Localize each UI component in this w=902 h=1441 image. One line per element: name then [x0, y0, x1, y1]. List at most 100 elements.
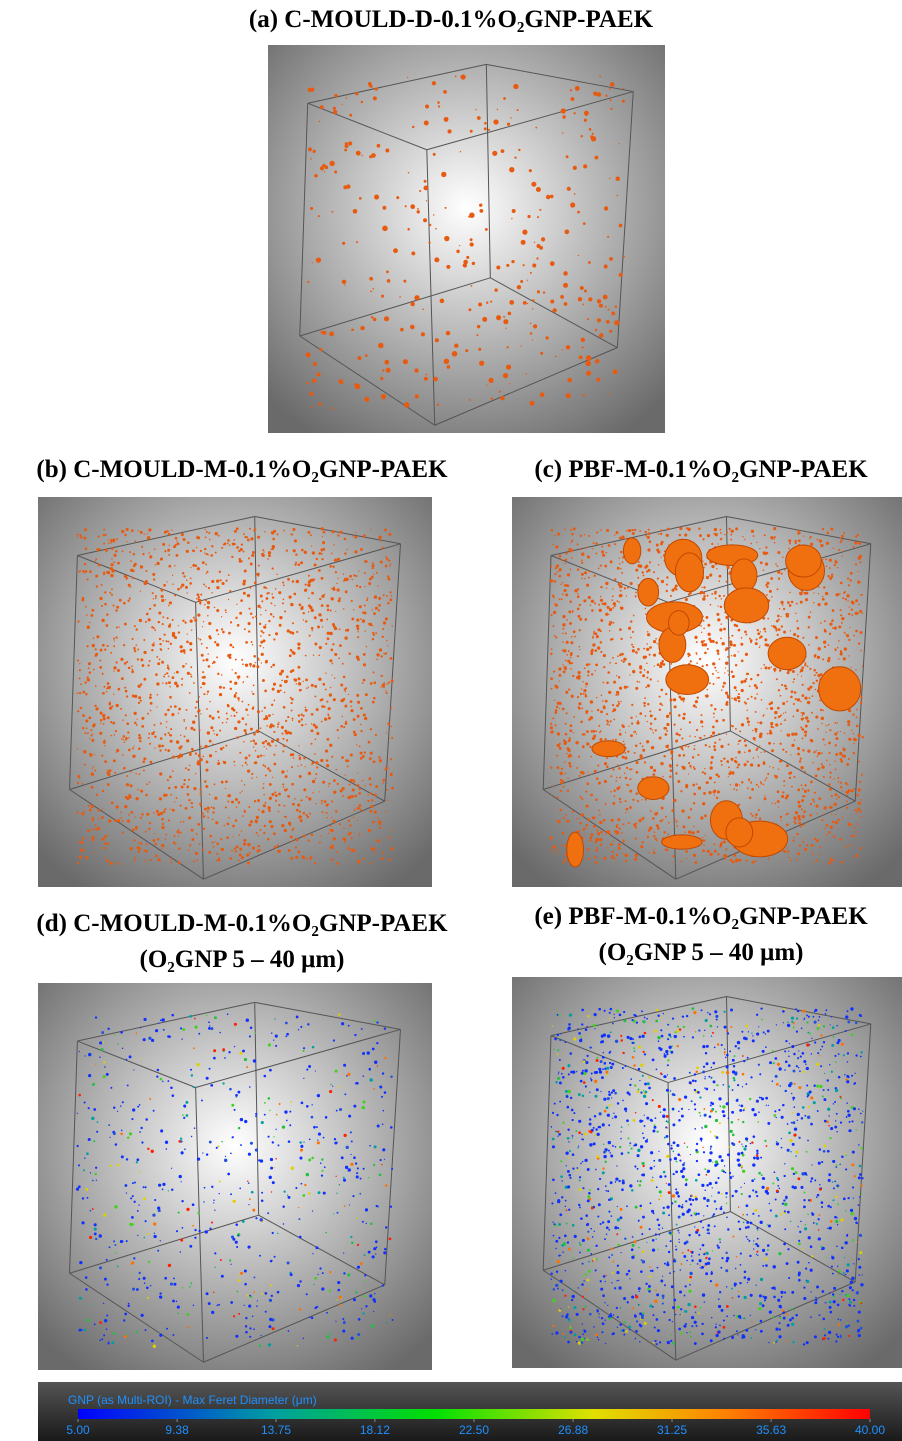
particle [248, 1204, 249, 1205]
particle [727, 656, 729, 658]
particle [766, 708, 767, 709]
particle [270, 666, 272, 668]
particle [674, 705, 677, 708]
particle [321, 698, 324, 701]
particle [407, 228, 410, 231]
particle [583, 599, 586, 602]
agglomerate [638, 578, 659, 606]
particle [167, 641, 169, 643]
particle [83, 1169, 85, 1171]
particle [358, 631, 359, 632]
particle [761, 699, 763, 701]
particle [759, 817, 761, 819]
particle [715, 597, 717, 599]
particle [623, 659, 624, 660]
particle [127, 819, 130, 822]
particle [79, 570, 81, 572]
particle [820, 622, 822, 624]
particle [314, 616, 317, 619]
particle [735, 761, 738, 764]
particle [303, 619, 304, 620]
particle [721, 709, 723, 711]
particle [600, 831, 603, 834]
particle [710, 766, 713, 769]
particle [353, 718, 356, 721]
particle [681, 860, 683, 862]
particle [313, 578, 315, 580]
particle [141, 1314, 144, 1317]
particle [207, 653, 208, 654]
particle [357, 628, 360, 631]
particle [351, 849, 353, 851]
particle [751, 530, 754, 533]
agglomerate [669, 611, 690, 636]
particle [322, 541, 325, 544]
particle [385, 766, 387, 768]
particle [786, 701, 788, 703]
particle [255, 616, 257, 618]
particle [161, 661, 164, 664]
particle [302, 855, 305, 858]
particle [318, 553, 319, 554]
particle [221, 848, 224, 851]
particle [800, 601, 803, 604]
particle [308, 1192, 310, 1194]
particle [774, 711, 777, 714]
particle [307, 816, 309, 818]
particle [315, 695, 317, 697]
particle [818, 593, 819, 594]
particle [590, 700, 593, 703]
particle [149, 781, 151, 783]
particle [588, 663, 590, 665]
particle [745, 744, 748, 747]
particle [676, 739, 677, 740]
particle [168, 1264, 171, 1267]
particle [108, 542, 110, 544]
particle [307, 531, 310, 534]
particle [425, 105, 429, 109]
particle [557, 702, 560, 705]
particle [647, 671, 650, 674]
particle [148, 618, 151, 621]
particle [511, 260, 514, 263]
particle [593, 825, 596, 828]
particle [77, 659, 79, 661]
particle [180, 805, 182, 807]
particle [186, 550, 189, 553]
particle [122, 1241, 124, 1243]
particle [376, 1021, 378, 1023]
particle [673, 723, 675, 725]
particle [386, 789, 388, 791]
particle [267, 838, 269, 840]
particle [385, 811, 387, 813]
particle [790, 754, 791, 755]
particle [321, 811, 323, 813]
particle [551, 730, 554, 733]
particle [613, 369, 618, 374]
particle [551, 648, 553, 650]
particle [616, 704, 619, 707]
particle [619, 801, 621, 803]
particle [558, 575, 561, 578]
particle [81, 783, 83, 785]
particle [273, 731, 275, 733]
particle [382, 547, 384, 549]
particle [87, 732, 89, 734]
particle [802, 684, 804, 686]
particle [246, 853, 249, 856]
particle [148, 1261, 150, 1263]
particle [829, 807, 831, 809]
particle [102, 692, 104, 694]
particle [161, 826, 164, 829]
particle [550, 726, 553, 729]
particle [560, 295, 564, 299]
particle [85, 693, 87, 695]
particle [83, 750, 86, 753]
particle [670, 595, 672, 597]
particle [612, 841, 613, 842]
particle [599, 738, 602, 741]
particle [250, 563, 253, 566]
particle [263, 832, 265, 834]
particle [381, 857, 384, 860]
particle [824, 806, 827, 809]
